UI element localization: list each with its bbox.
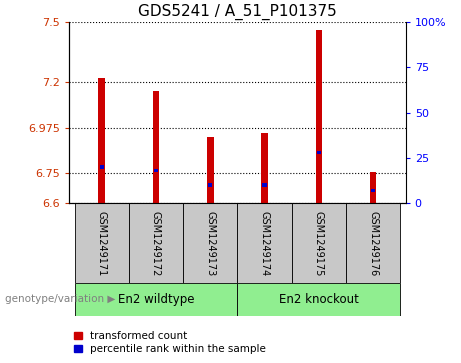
Legend: transformed count, percentile rank within the sample: transformed count, percentile rank withi… (74, 331, 266, 354)
Text: GSM1249171: GSM1249171 (97, 211, 106, 276)
Bar (292, 203, 346, 283)
Bar (370, 172, 376, 203)
Text: En2 knockout: En2 knockout (279, 293, 359, 306)
Bar (316, 30, 322, 203)
Bar (317, 151, 321, 154)
Bar (237, 203, 292, 283)
Bar (207, 137, 213, 203)
Bar (129, 203, 183, 283)
Text: GSM1249175: GSM1249175 (314, 211, 324, 276)
Text: GSM1249176: GSM1249176 (368, 211, 378, 276)
Bar (237, 283, 400, 316)
Bar (154, 169, 158, 172)
Bar (75, 203, 129, 283)
Bar (371, 189, 375, 192)
Bar (208, 183, 213, 187)
Text: GSM1249172: GSM1249172 (151, 211, 161, 276)
Text: GSM1249173: GSM1249173 (205, 211, 215, 276)
Text: GSM1249174: GSM1249174 (260, 211, 270, 276)
Bar (75, 283, 237, 316)
Bar (100, 165, 104, 169)
Title: GDS5241 / A_51_P101375: GDS5241 / A_51_P101375 (138, 4, 337, 20)
Bar (346, 203, 400, 283)
Bar (99, 78, 105, 203)
Bar (262, 183, 267, 187)
Bar (261, 133, 268, 203)
Text: En2 wildtype: En2 wildtype (118, 293, 194, 306)
Bar (183, 203, 237, 283)
Bar (153, 91, 159, 203)
Text: genotype/variation ▶: genotype/variation ▶ (5, 294, 115, 305)
